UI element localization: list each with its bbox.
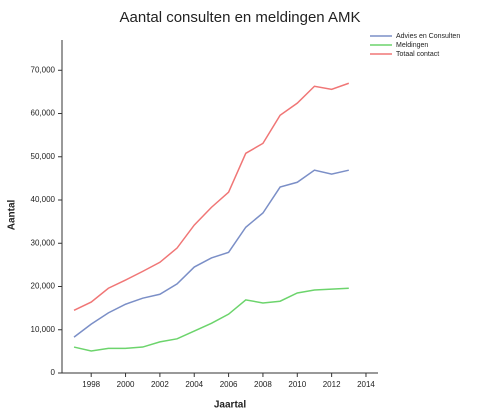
series-line	[73, 169, 349, 338]
series-line	[73, 82, 350, 311]
legend-label: Advies en Consulten	[396, 33, 460, 40]
x-tick-label: 2002	[151, 380, 169, 389]
x-tick-label: 2008	[254, 380, 272, 389]
y-tick-label: 10,000	[31, 325, 56, 334]
y-tick-label: 30,000	[31, 238, 56, 247]
series-line	[73, 287, 349, 352]
x-tick-label: 2000	[117, 380, 135, 389]
y-tick-label: 70,000	[31, 65, 56, 74]
x-tick-label: 2010	[288, 380, 306, 389]
y-tick-label: 0	[51, 368, 56, 377]
legend-label: Meldingen	[396, 42, 428, 49]
x-tick-label: 2004	[185, 380, 203, 389]
legend-label: Totaal contact	[396, 51, 439, 58]
x-tick-label: 1998	[82, 380, 100, 389]
x-tick-label: 2006	[220, 380, 238, 389]
x-tick-label: 2014	[357, 380, 375, 389]
x-axis-label: Jaartal	[214, 400, 246, 411]
x-tick-label: 2012	[323, 380, 341, 389]
chart-title: Aantal consulten en meldingen AMK	[120, 9, 361, 26]
y-axis-label: Aantal	[7, 199, 18, 230]
y-tick-label: 40,000	[31, 195, 56, 204]
y-tick-label: 60,000	[31, 109, 56, 118]
y-tick-label: 20,000	[31, 282, 56, 291]
y-tick-label: 50,000	[31, 152, 56, 161]
